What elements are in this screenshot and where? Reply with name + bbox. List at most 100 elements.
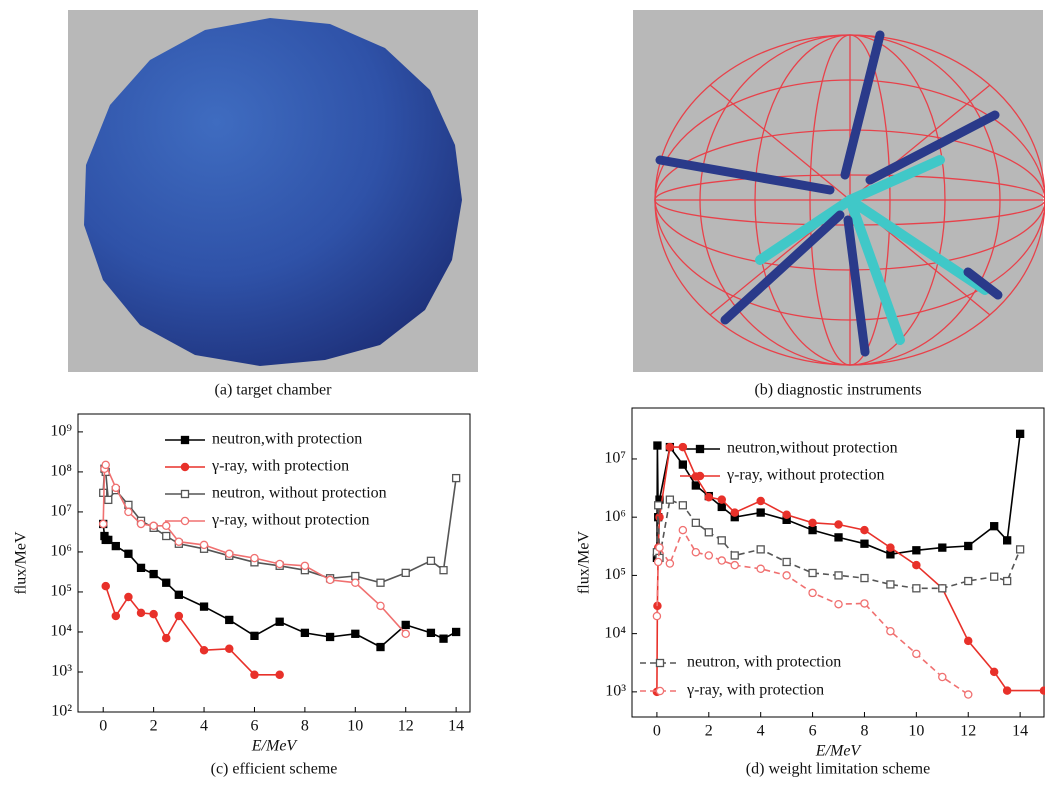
marker <box>163 635 170 642</box>
y-tick-label: 10⁵ <box>604 566 626 583</box>
marker <box>138 564 145 571</box>
marker <box>654 442 661 449</box>
y-tick-label: 10³ <box>605 683 626 700</box>
marker <box>100 520 107 527</box>
marker <box>656 544 663 551</box>
legend-label: neutron,without protection <box>727 440 898 457</box>
marker <box>440 567 447 574</box>
marker <box>377 602 384 609</box>
marker <box>326 576 333 583</box>
y-tick-label: 10⁹ <box>50 423 72 440</box>
marker <box>692 519 699 526</box>
y-tick-label: 10⁸ <box>50 463 72 480</box>
marker <box>402 621 409 628</box>
y-axis-label: flux/MeV <box>13 531 30 595</box>
x-tick-label: 2 <box>150 718 158 735</box>
marker <box>913 562 920 569</box>
marker <box>175 538 182 545</box>
marker <box>783 572 790 579</box>
caption: (a) target chamber <box>215 382 333 399</box>
x-tick-label: 12 <box>398 718 414 735</box>
marker <box>692 482 699 489</box>
legend-label: neutron,with protection <box>212 431 362 448</box>
marker <box>377 644 384 651</box>
x-tick-label: 8 <box>860 723 868 740</box>
marker <box>939 585 946 592</box>
marker <box>150 610 157 617</box>
marker <box>440 635 447 642</box>
marker <box>679 461 686 468</box>
marker <box>913 585 920 592</box>
x-tick-label: 12 <box>960 723 976 740</box>
legend-label: neutron, without protection <box>212 485 387 502</box>
x-tick-label: 8 <box>301 718 309 735</box>
x-tick-label: 6 <box>250 718 258 735</box>
marker <box>731 509 738 516</box>
marker <box>965 542 972 549</box>
image-background <box>633 10 1043 372</box>
marker <box>427 557 434 564</box>
marker <box>251 555 258 562</box>
marker <box>887 544 894 551</box>
marker <box>656 514 663 521</box>
marker <box>861 526 868 533</box>
marker <box>1004 537 1011 544</box>
marker <box>327 633 334 640</box>
marker <box>1017 546 1024 553</box>
marker <box>251 671 258 678</box>
marker <box>150 522 157 529</box>
marker <box>757 546 764 553</box>
marker <box>965 691 972 698</box>
y-tick-label: 10⁴ <box>604 624 626 641</box>
marker <box>276 560 283 567</box>
legend-label: γ-ray, with protection <box>211 458 349 475</box>
marker <box>137 520 144 527</box>
marker <box>402 630 409 637</box>
marker <box>163 522 170 529</box>
y-tick-label: 10³ <box>51 663 72 680</box>
marker <box>991 573 998 580</box>
marker <box>696 472 703 479</box>
marker <box>427 629 434 636</box>
x-tick-label: 10 <box>347 718 363 735</box>
x-tick-label: 0 <box>653 723 661 740</box>
marker <box>965 578 972 585</box>
marker <box>301 562 308 569</box>
marker <box>679 526 686 533</box>
marker <box>783 558 790 565</box>
marker <box>757 497 764 504</box>
y-axis-label: flux/MeV <box>576 531 593 595</box>
marker <box>705 529 712 536</box>
marker <box>182 437 189 444</box>
marker <box>226 645 233 652</box>
x-tick-label: 0 <box>99 718 107 735</box>
marker <box>112 543 119 550</box>
y-tick-label: 10⁶ <box>604 508 626 525</box>
marker <box>666 496 673 503</box>
x-tick-label: 4 <box>200 718 208 735</box>
marker <box>887 581 894 588</box>
caption: (d) weight limitation scheme <box>746 761 930 778</box>
marker <box>835 601 842 608</box>
marker <box>783 511 790 518</box>
marker <box>861 575 868 582</box>
marker <box>276 671 283 678</box>
marker <box>679 443 686 450</box>
marker <box>181 463 188 470</box>
x-tick-label: 6 <box>809 723 817 740</box>
marker <box>757 565 764 572</box>
marker <box>887 551 894 558</box>
marker <box>991 523 998 530</box>
marker <box>377 579 384 586</box>
marker <box>666 443 673 450</box>
marker <box>666 560 673 567</box>
marker <box>102 583 109 590</box>
marker <box>731 562 738 569</box>
marker <box>1004 687 1011 694</box>
legend-label: γ-ray, without protection <box>211 512 370 529</box>
marker <box>175 591 182 598</box>
marker <box>679 502 686 509</box>
marker <box>150 571 157 578</box>
marker <box>657 660 664 667</box>
x-axis-label: E/MeV <box>251 738 299 755</box>
